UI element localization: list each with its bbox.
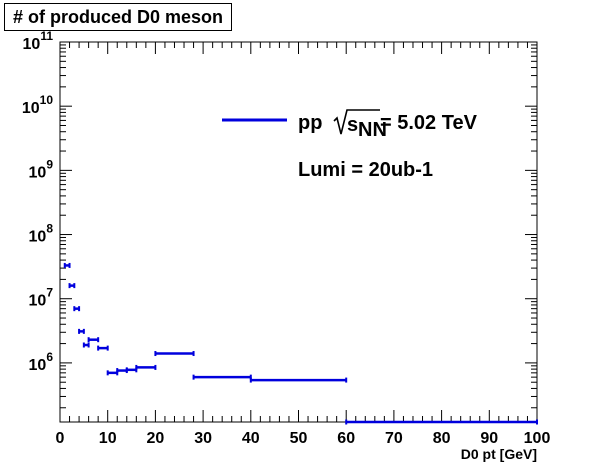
y-tick-label: 1010 [22,93,53,117]
x-tick-label: 90 [480,430,498,447]
x-tick-label: 10 [99,430,117,447]
x-tick-label: 0 [56,430,65,447]
legend-entry: pp [298,112,322,134]
x-axis-label: D0 pt [GeV] [461,446,537,462]
x-tick-label: 20 [147,430,165,447]
data-point [192,374,252,380]
y-tick-label: 1011 [23,29,54,53]
data-point [135,364,157,370]
data-point [97,345,109,351]
y-tick-label: 109 [29,157,54,181]
x-tick-label: 40 [242,430,260,447]
x-tick-label: 50 [290,430,308,447]
data-point [249,377,348,383]
x-axis: 0 10 20 30 40 50 60 70 80 90 100 [56,42,551,447]
legend-entry-sub: NN [358,119,387,141]
plot-frame [59,41,538,423]
chart-title: # of produced D0 meson [4,3,233,31]
series-markers [63,262,538,425]
y-tick-label: 107 [29,286,54,310]
x-tick-label: 80 [433,430,451,447]
data-point [345,419,538,425]
data-point [63,262,71,268]
x-tick-label: 60 [337,430,355,447]
x-tick-label: 30 [194,430,212,447]
plot-area-border [59,41,538,423]
y-tick-label: 108 [29,222,54,246]
x-tick-label: 100 [524,430,551,447]
legend-sqrt-s: s [347,114,358,136]
data-point [106,370,119,376]
x-tick-label: 70 [385,430,403,447]
y-axis: 106 107 108 109 1010 1011 [22,29,537,409]
data-point [82,342,90,348]
sqrt-symbol [333,109,380,135]
legend: pp s NN = 5.02 TeV Lumi = 20ub-1 [222,109,478,181]
data-point [125,367,138,373]
legend-note: Lumi = 20ub-1 [298,159,433,181]
data-point [68,283,76,289]
data-point [116,368,128,374]
legend-entry-pre: pp [298,112,322,134]
legend-entry-post: = 5.02 TeV [380,112,478,134]
y-tick-label: 106 [29,350,54,374]
data-point [73,306,81,312]
data-point [78,328,85,334]
data-point [87,337,100,343]
data-point [154,351,195,357]
